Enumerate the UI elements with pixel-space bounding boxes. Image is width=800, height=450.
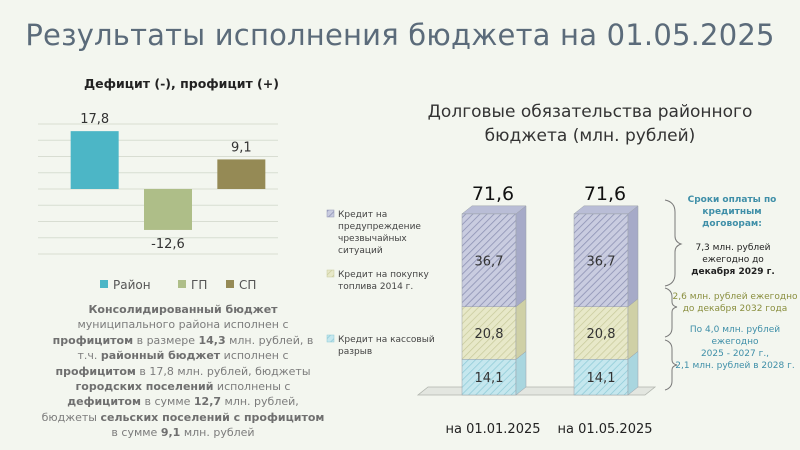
note-cash: По 4,0 млн. рублей ежегодно 2025 - 2027 … bbox=[672, 324, 798, 372]
balance-bars bbox=[70, 131, 266, 230]
debt-braces bbox=[664, 199, 683, 391]
payment-terms-header-line1: Сроки оплаты по bbox=[687, 195, 777, 205]
note-fuel: 2,6 млн. рублей ежегодно до декабря 2032… bbox=[672, 291, 798, 315]
legend-fuel: Кредит на покупку топлива 2014 г. bbox=[338, 270, 432, 292]
balance-bar-2 bbox=[217, 159, 266, 189]
balance-legend-swatch-0 bbox=[100, 280, 108, 288]
debt-total-label-1: 71,6 bbox=[584, 183, 626, 205]
debt-axis-labels: на 01.01.2025 на 01.05.2025 bbox=[445, 422, 652, 437]
page-title: Результаты исполнения бюджета на 01.05.2… bbox=[25, 18, 775, 52]
debt-value-label-1-0: 14,1 bbox=[587, 371, 616, 386]
debt-value-label-0-0: 14,1 bbox=[475, 371, 504, 386]
summary-line-2: муниципального района исполнен с bbox=[77, 318, 289, 332]
balance-bar-0 bbox=[70, 131, 119, 189]
note-cash-line1: По 4,0 млн. рублей bbox=[689, 325, 781, 335]
debt-legend: Кредит на предупреждение чрезвычайных си… bbox=[326, 209, 438, 357]
debt-total-label-0: 71,6 bbox=[472, 183, 514, 205]
legend-swatch-emergency bbox=[326, 209, 335, 218]
debt-value-label-0-1: 20,8 bbox=[475, 327, 504, 342]
summary-line-8: бюджеты сельских поселений с профицитом bbox=[41, 410, 325, 424]
debt-segment-1-0 bbox=[573, 359, 629, 396]
debt-value-label-1-1: 20,8 bbox=[587, 327, 616, 342]
debt-bar-top-1 bbox=[573, 205, 639, 215]
legend-emergency: Кредит на предупреждение чрезвычайных си… bbox=[338, 210, 424, 256]
balance-value-labels: 17,8 -12,6 9,1 bbox=[80, 112, 251, 252]
summary-line-7: дефицитом в сумме 12,7 млн. рублей, bbox=[67, 395, 299, 409]
budget-summary: Консолидированный бюджет муниципального … bbox=[40, 302, 326, 441]
payment-terms-header-line2: кредитным договорам: bbox=[702, 207, 762, 229]
balance-value-label-2: 9,1 bbox=[231, 140, 252, 155]
note-cash-line4: 2,1 млн. рублей в 2028 г. bbox=[675, 361, 795, 371]
legend-cash: Кредит на кассовый разрыв bbox=[338, 335, 438, 357]
debt-category-label-0: на 01.01.2025 bbox=[445, 422, 540, 437]
note-fuel-line1: 2,6 млн. рублей ежегодно bbox=[672, 292, 798, 302]
debt-bar-top-0 bbox=[461, 205, 527, 215]
debt-stacked-bars bbox=[461, 205, 639, 396]
summary-line-5: профицитом в 17,8 млн. рублей, бюджеты bbox=[55, 364, 311, 378]
balance-legend-label-1: ГП bbox=[191, 278, 207, 292]
payment-terms-header: Сроки оплаты по кредитным договорам: bbox=[672, 194, 792, 230]
legend-swatch-fuel bbox=[326, 269, 335, 278]
balance-legend-swatch-1 bbox=[178, 280, 186, 288]
balance-legend-label-0: Район bbox=[113, 278, 151, 292]
note-cash-line3: 2025 - 2027 г., bbox=[700, 349, 770, 359]
debt-segment-side-0-2 bbox=[515, 205, 527, 308]
summary-line-6: городских поселений исполнены с bbox=[75, 380, 291, 394]
debt-segment-0-0 bbox=[461, 359, 517, 396]
summary-line-3: профицитом в размере 14,3 млн. рублей, в bbox=[52, 333, 314, 347]
balance-bar-1 bbox=[144, 189, 192, 230]
balance-value-label-0: 17,8 bbox=[80, 112, 109, 127]
note-emergency-line2: ежегодно до bbox=[702, 255, 764, 265]
balance-legend-swatch-2 bbox=[226, 280, 234, 288]
debt-segment-side-0-1 bbox=[515, 298, 527, 360]
note-emergency-line3: декабря 2029 г. bbox=[691, 267, 775, 277]
debt-segment-side-1-2 bbox=[627, 205, 639, 308]
note-fuel-line2: до декабря 2032 года bbox=[682, 304, 788, 314]
debt-value-label-0-2: 36,7 bbox=[475, 254, 504, 269]
summary-line-1: Консолидированный бюджет bbox=[88, 303, 278, 316]
note-emergency: 7,3 млн. рублей ежегодно до декабря 2029… bbox=[678, 242, 788, 278]
debt-chart-title: Долговые обязательства районного бюджета… bbox=[427, 102, 753, 146]
balance-legend: Район ГП СП bbox=[100, 278, 256, 292]
legend-swatch-cash bbox=[326, 334, 335, 343]
note-cash-line2: ежегодно bbox=[711, 337, 759, 347]
debt-segment-0-2 bbox=[461, 213, 517, 307]
debt-segment-side-1-1 bbox=[627, 298, 639, 360]
debt-value-label-1-2: 36,7 bbox=[587, 254, 616, 269]
summary-line-9: в сумме 9,1 млн. рублей bbox=[111, 426, 255, 440]
debt-value-labels: 14,1 20,8 36,7 71,6 14,1 20,8 36,7 71,6 bbox=[472, 183, 626, 386]
debt-category-label-1: на 01.05.2025 bbox=[557, 422, 652, 437]
balance-legend-label-2: СП bbox=[239, 278, 256, 292]
balance-value-label-1: -12,6 bbox=[151, 237, 185, 252]
note-emergency-line1: 7,3 млн. рублей bbox=[695, 243, 771, 253]
balance-chart-title: Дефицит (-), профицит (+) bbox=[84, 76, 279, 91]
debt-segment-1-2 bbox=[573, 213, 629, 307]
summary-line-4: т.ч. районный бюджет исполнен с bbox=[77, 349, 289, 363]
balance-chart: 17,8 -12,6 9,1 Район ГП СП bbox=[38, 112, 278, 292]
debt-chart: 14,1 20,8 36,7 71,6 14,1 20,8 36,7 71,6 на 01.0… bbox=[326, 183, 683, 437]
